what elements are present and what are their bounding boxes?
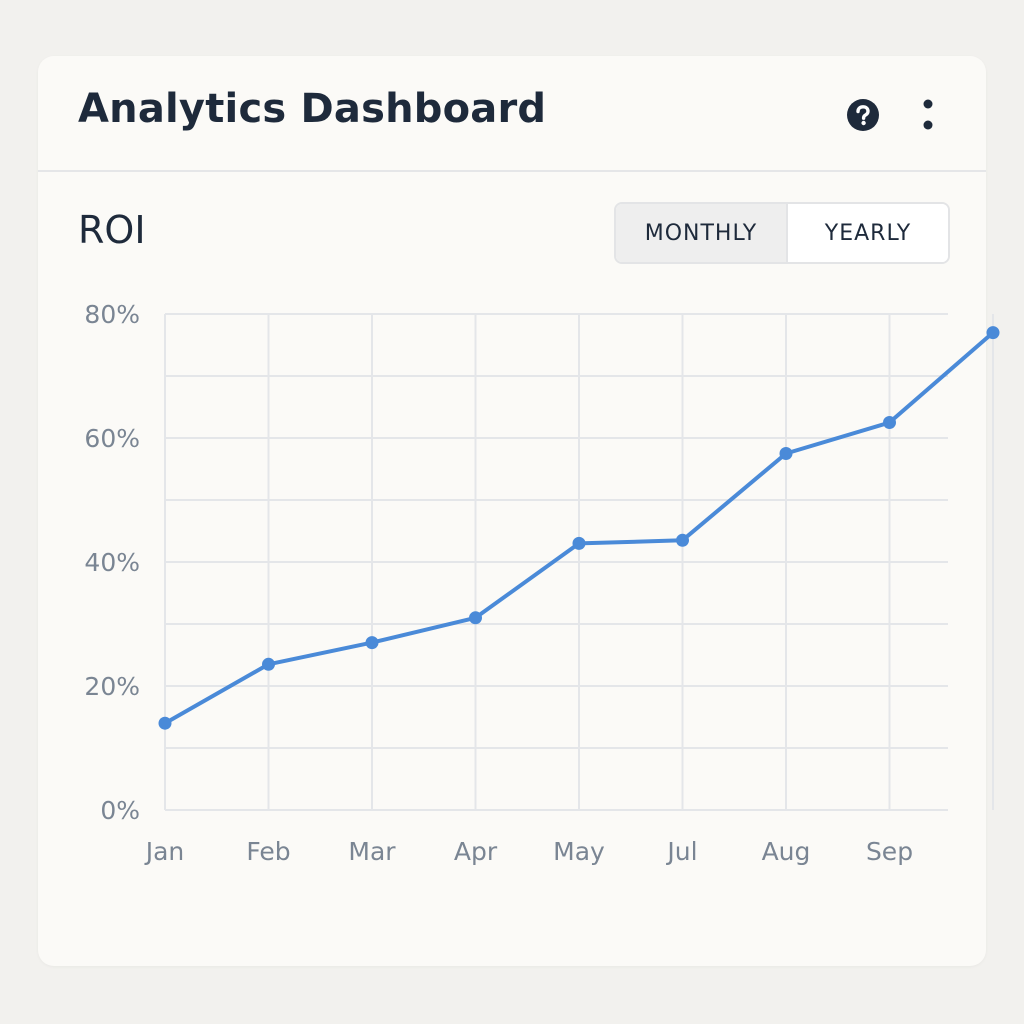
help-circle-icon xyxy=(847,99,879,131)
x-tick-label: Jul xyxy=(665,837,697,866)
help-button[interactable] xyxy=(846,98,880,132)
data-point xyxy=(365,636,379,650)
y-tick-label: 60% xyxy=(84,424,140,453)
y-tick-label: 80% xyxy=(84,300,140,329)
x-tick-label: May xyxy=(553,837,605,866)
card-header: Analytics Dashboard xyxy=(38,56,986,172)
x-tick-label: Sep xyxy=(866,837,913,866)
period-toggle: MONTHLY YEARLY xyxy=(614,202,950,264)
data-point xyxy=(572,536,586,550)
data-point xyxy=(262,657,275,671)
data-point xyxy=(676,533,689,547)
y-tick-label: 40% xyxy=(84,548,140,577)
roi-card: Analytics Dashboard ROI MONTHLY YEARLY xyxy=(38,56,986,966)
data-point xyxy=(158,716,172,730)
more-options-button[interactable] xyxy=(914,98,942,132)
x-tick-label: Apr xyxy=(454,837,498,866)
section-title: ROI xyxy=(78,208,146,252)
x-tick-label: Mar xyxy=(348,837,396,866)
y-tick-label: 0% xyxy=(100,796,140,825)
page-title: Analytics Dashboard xyxy=(78,86,547,132)
data-point xyxy=(883,416,896,429)
x-tick-label: Feb xyxy=(246,837,290,866)
more-vertical-icon xyxy=(923,99,933,130)
x-tick-label: Aug xyxy=(762,837,811,866)
x-tick-label: Jan xyxy=(144,837,185,866)
toggle-monthly[interactable]: MONTHLY xyxy=(616,204,788,262)
data-point xyxy=(469,611,482,625)
data-point xyxy=(779,447,793,460)
toggle-yearly[interactable]: YEARLY xyxy=(788,204,948,262)
y-tick-label: 20% xyxy=(84,672,140,701)
data-point xyxy=(986,326,1000,340)
